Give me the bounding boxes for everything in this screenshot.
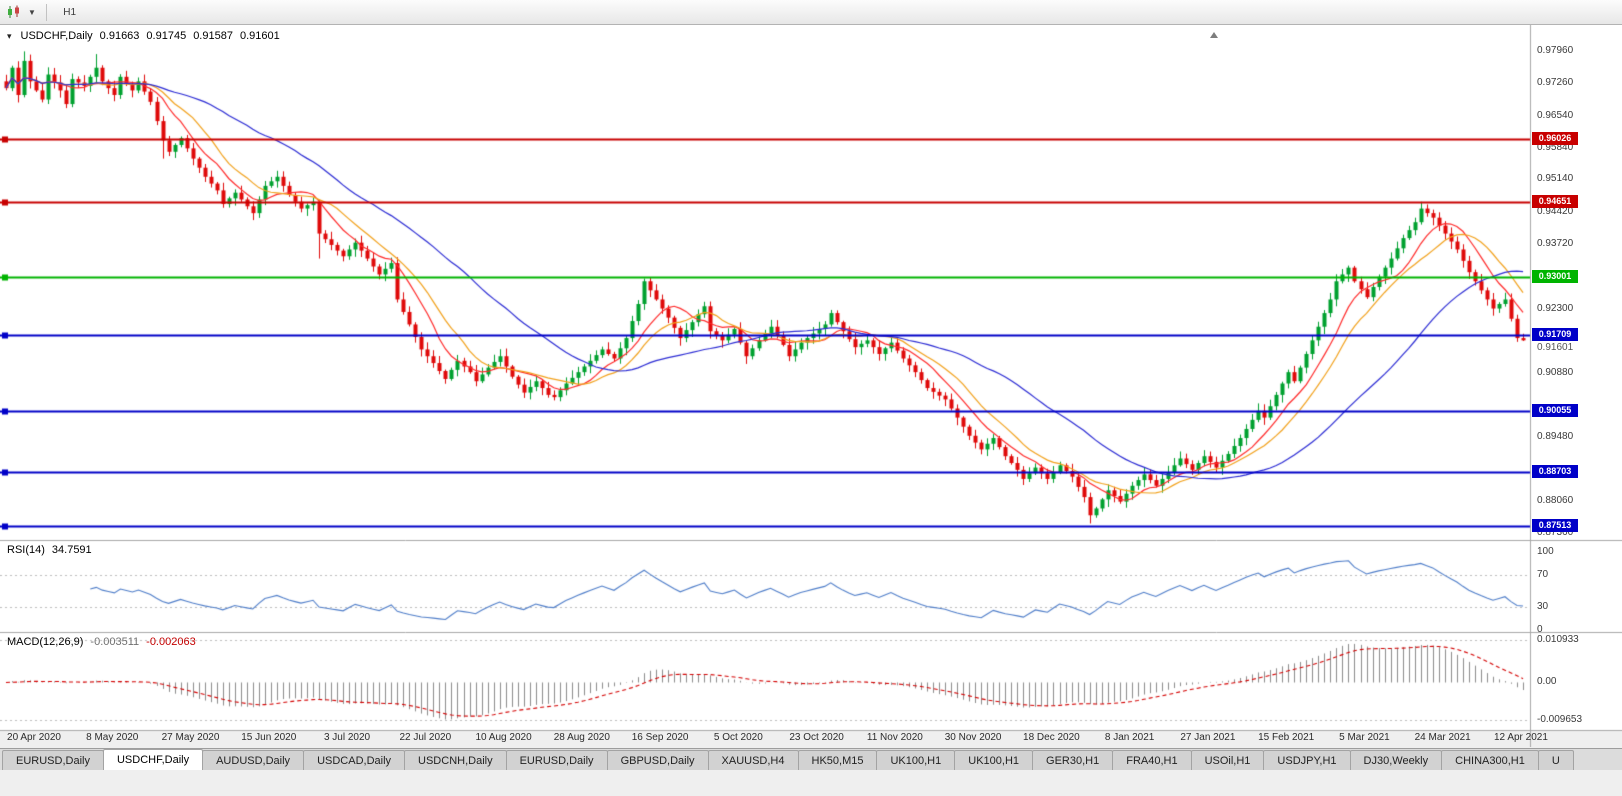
timeframe-button-h1[interactable]: H1 bbox=[63, 6, 77, 18]
symbol-tab-4-usdcnh-daily[interactable]: USDCNH,Daily bbox=[404, 750, 507, 770]
macd-label: MACD(12,26,9) bbox=[7, 636, 84, 648]
price-chart-canvas[interactable] bbox=[0, 25, 1622, 747]
chart-type-dropdown-caret[interactable]: ▼ bbox=[28, 7, 36, 17]
symbol-tab-5-eurusd-daily[interactable]: EURUSD,Daily bbox=[505, 750, 608, 770]
ohlc-close: 0.91601 bbox=[239, 30, 280, 42]
symbol-tab-8-hk50-m15[interactable]: HK50,M15 bbox=[797, 750, 878, 770]
timeframe-toolbar: ▼ M1M5M15M30H1H4D1W1MN bbox=[0, 0, 1622, 94]
ohlc-open: 0.91663 bbox=[99, 30, 140, 42]
symbol-tab-6-gbpusd-daily[interactable]: GBPUSD,Daily bbox=[606, 750, 709, 770]
symbol-tab-17-u[interactable]: U bbox=[1537, 750, 1574, 770]
symbol-tab-13-usoil-h1[interactable]: USOil,H1 bbox=[1190, 750, 1265, 770]
symbol-tab-16-china300-h1[interactable]: CHINA300,H1 bbox=[1441, 750, 1539, 770]
chart-symbol-label: USDCHF,Daily bbox=[20, 30, 93, 42]
chart-collapse-icon[interactable]: ▾ bbox=[7, 30, 12, 41]
ohlc-low: 0.91587 bbox=[193, 30, 233, 42]
toolbar-separator bbox=[45, 3, 47, 21]
chart-shift-marker bbox=[1210, 32, 1218, 38]
rsi-indicator-header: RSI(14) 34.7591 bbox=[7, 544, 92, 556]
macd-signal-value: -0.002063 bbox=[146, 636, 196, 648]
symbol-tab-9-uk100-h1[interactable]: UK100,H1 bbox=[876, 750, 956, 770]
symbol-tab-12-fra40-h1[interactable]: FRA40,H1 bbox=[1112, 750, 1192, 770]
candlestick-chart-icon[interactable] bbox=[5, 3, 23, 21]
symbol-tab-14-usdjpy-h1[interactable]: USDJPY,H1 bbox=[1263, 750, 1351, 770]
symbol-tab-11-ger30-h1[interactable]: GER30,H1 bbox=[1032, 750, 1114, 770]
symbol-tab-2-audusd-daily[interactable]: AUDUSD,Daily bbox=[202, 750, 305, 770]
macd-indicator-header: MACD(12,26,9) -0.003511 -0.002063 bbox=[7, 636, 196, 648]
ohlc-high: 0.91745 bbox=[146, 30, 187, 42]
symbol-tab-0-eurusd-daily[interactable]: EURUSD,Daily bbox=[2, 750, 104, 770]
symbol-tab-10-uk100-h1[interactable]: UK100,H1 bbox=[954, 750, 1034, 770]
rsi-value: 34.7591 bbox=[51, 544, 92, 556]
rsi-label: RSI(14) bbox=[7, 544, 45, 556]
chart-tab-bar: EURUSD,Daily USDCHF,Daily AUDUSD,Daily USDC… bbox=[0, 748, 1622, 770]
symbol-tab-1-usdchf-daily[interactable]: USDCHF,Daily bbox=[102, 749, 204, 770]
symbol-tab-3-usdcad-daily[interactable]: USDCAD,Daily bbox=[303, 750, 406, 770]
chart-ohlc-header: ▾ USDCHF,Daily 0.91663 0.91745 0.91587 0… bbox=[7, 30, 280, 42]
symbol-tab-7-xauusd-h4[interactable]: XAUUSD,H4 bbox=[707, 750, 799, 770]
chart-area[interactable]: ▾ USDCHF,Daily 0.91663 0.91745 0.91587 0… bbox=[0, 25, 1622, 747]
symbol-tab-15-dj30-weekly[interactable]: DJ30,Weekly bbox=[1349, 750, 1443, 770]
macd-main-value: -0.003511 bbox=[90, 636, 140, 648]
